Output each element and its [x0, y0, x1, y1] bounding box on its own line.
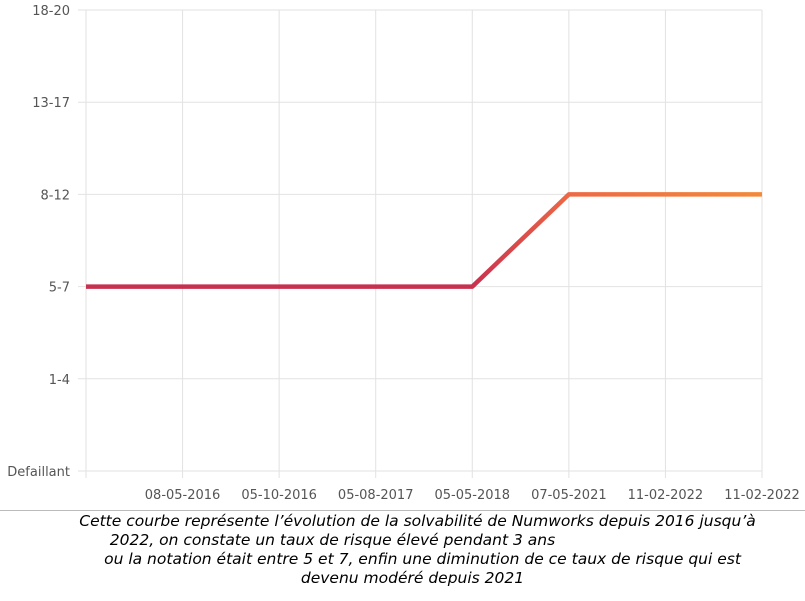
y-tick-label: 8-12 — [40, 188, 70, 203]
x-tick-label: 08-05-2016 — [145, 488, 221, 503]
grid-lines — [78, 9, 763, 478]
caption-line: Cette courbe représente l’évolution de l… — [79, 512, 756, 530]
x-tick-label: 11-02-2022 — [628, 488, 704, 503]
chart-caption: Cette courbe représente l’évolution de l… — [0, 512, 805, 588]
caption-divider — [0, 510, 805, 511]
x-axis: 08-05-2016 05-10-2016 05-08-2017 05-05-2018… — [145, 488, 800, 503]
caption-line: devenu modéré depuis 2021 — [300, 569, 525, 587]
y-tick-label: Defaillant — [7, 465, 70, 480]
series-layer — [86, 192, 762, 289]
x-tick-label: 11-02-2022 — [724, 488, 800, 503]
x-tick-label: 07-05-2021 — [531, 488, 607, 503]
solvency-line-chart: Defaillant 1-4 5-7 8-12 13-17 18-20 08-05-201… — [7, 4, 800, 503]
y-tick-label: 18-20 — [32, 4, 70, 19]
caption-line: ou la notation était entre 5 et 7, enfin… — [104, 550, 741, 568]
x-tick-label: 05-08-2017 — [338, 488, 414, 503]
y-axis: Defaillant 1-4 5-7 8-12 13-17 18-20 — [7, 4, 70, 480]
y-tick-label: 13-17 — [32, 96, 70, 111]
y-tick-label: 1-4 — [49, 373, 70, 388]
series-line — [86, 192, 762, 289]
x-tick-label: 05-05-2018 — [435, 488, 511, 503]
x-tick-label: 05-10-2016 — [241, 488, 317, 503]
y-tick-label: 5-7 — [49, 281, 70, 296]
caption-line: 2022, on constate un taux de risque élev… — [109, 531, 556, 549]
